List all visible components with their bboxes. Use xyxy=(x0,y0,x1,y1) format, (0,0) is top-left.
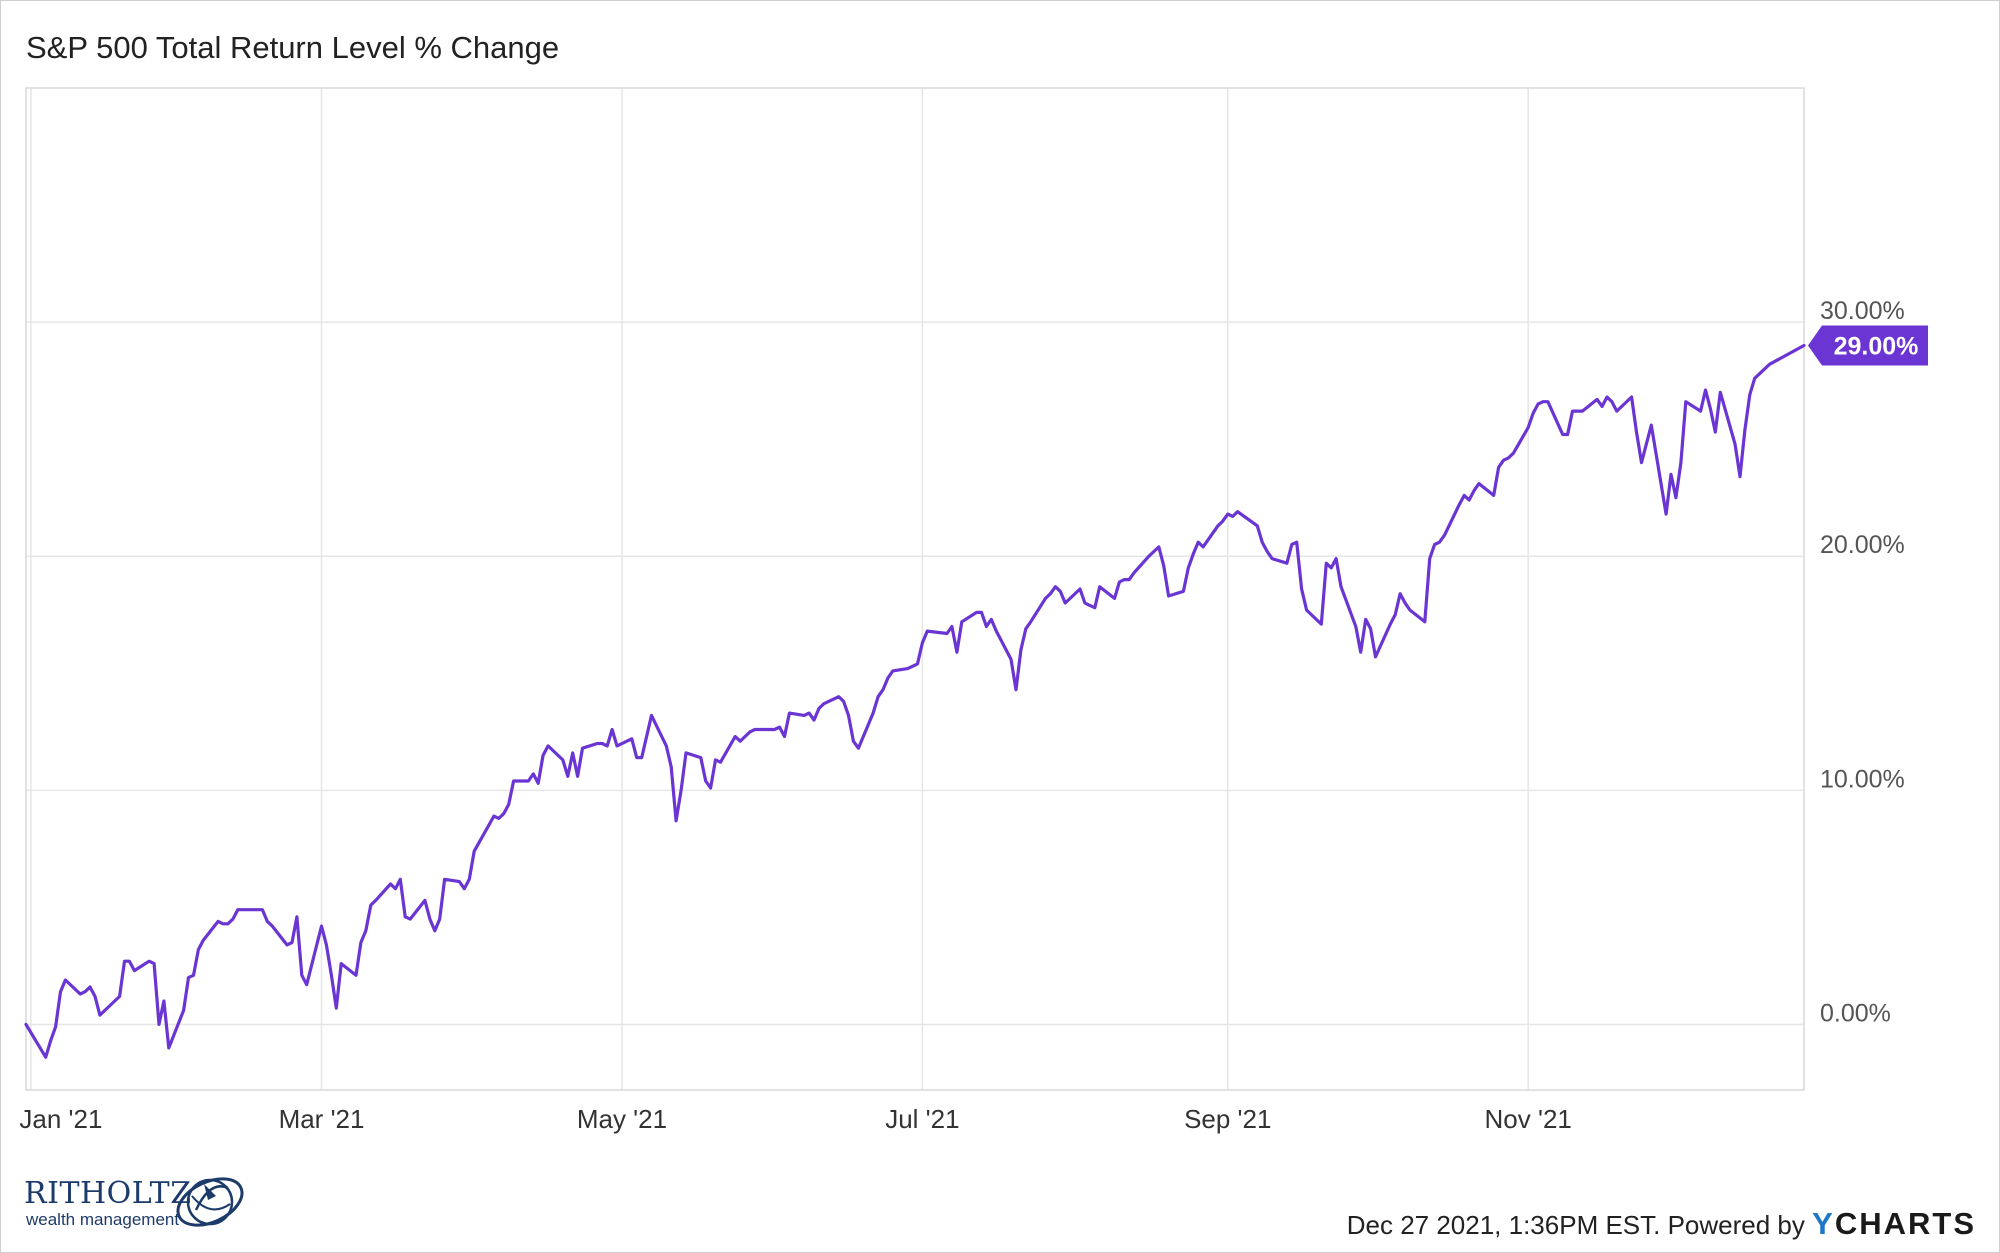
ycharts-brand-rest: CHARTS xyxy=(1834,1206,1976,1241)
last-value-badge: 29.00% xyxy=(1808,325,1928,366)
y-tick-label: 20.00% xyxy=(1820,531,1905,559)
x-tick-label: May '21 xyxy=(577,1104,667,1134)
y-axis-tick-labels: 0.00% 10.00% 20.00% 30.00% xyxy=(1820,297,1905,1027)
footer-timestamp: Dec 27 2021, 1:36PM EST. xyxy=(1346,1210,1661,1240)
badge-shape xyxy=(1808,325,1928,366)
x-tick-label: Jan '21 xyxy=(19,1104,102,1134)
logo-subtitle: wealth management xyxy=(26,1210,180,1229)
y-tick-label: 0.00% xyxy=(1820,999,1891,1027)
vertical-gridlines xyxy=(30,88,1529,1090)
chart-title: S&P 500 Total Return Level % Change xyxy=(26,30,560,65)
x-axis-tick-labels: Jan '21 Mar '21 May '21 Jul '21 Sep '21 Nov '… xyxy=(19,1104,1571,1134)
logo-name: RITHOLTZ xyxy=(24,1176,192,1211)
footer-attribution: Dec 27 2021, 1:36PM EST. Powered by YCHA… xyxy=(1347,1206,1976,1242)
series-layer xyxy=(24,343,1806,1059)
y-tick-label: 10.00% xyxy=(1820,765,1905,793)
horizontal-gridlines xyxy=(26,321,1804,1026)
x-tick-label: Jul '21 xyxy=(885,1104,959,1134)
y-tick-label: 30.00% xyxy=(1820,297,1905,325)
x-tick-label: Sep '21 xyxy=(1184,1104,1271,1134)
x-tick-label: Mar '21 xyxy=(279,1104,365,1134)
ycharts-brand-y: Y xyxy=(1812,1206,1835,1241)
plot-area-border xyxy=(25,87,1805,1091)
ritholtz-logo: RITHOLTZ wealth management xyxy=(24,1174,254,1234)
ycharts-brand[interactable]: YCHARTS xyxy=(1812,1206,1976,1241)
footer-powered-by: Powered by xyxy=(1667,1210,1805,1240)
badge-value-label: 29.00% xyxy=(1834,333,1919,361)
series-line xyxy=(24,343,1806,1059)
x-tick-label: Nov '21 xyxy=(1485,1104,1572,1134)
globe-icon xyxy=(176,1177,244,1227)
